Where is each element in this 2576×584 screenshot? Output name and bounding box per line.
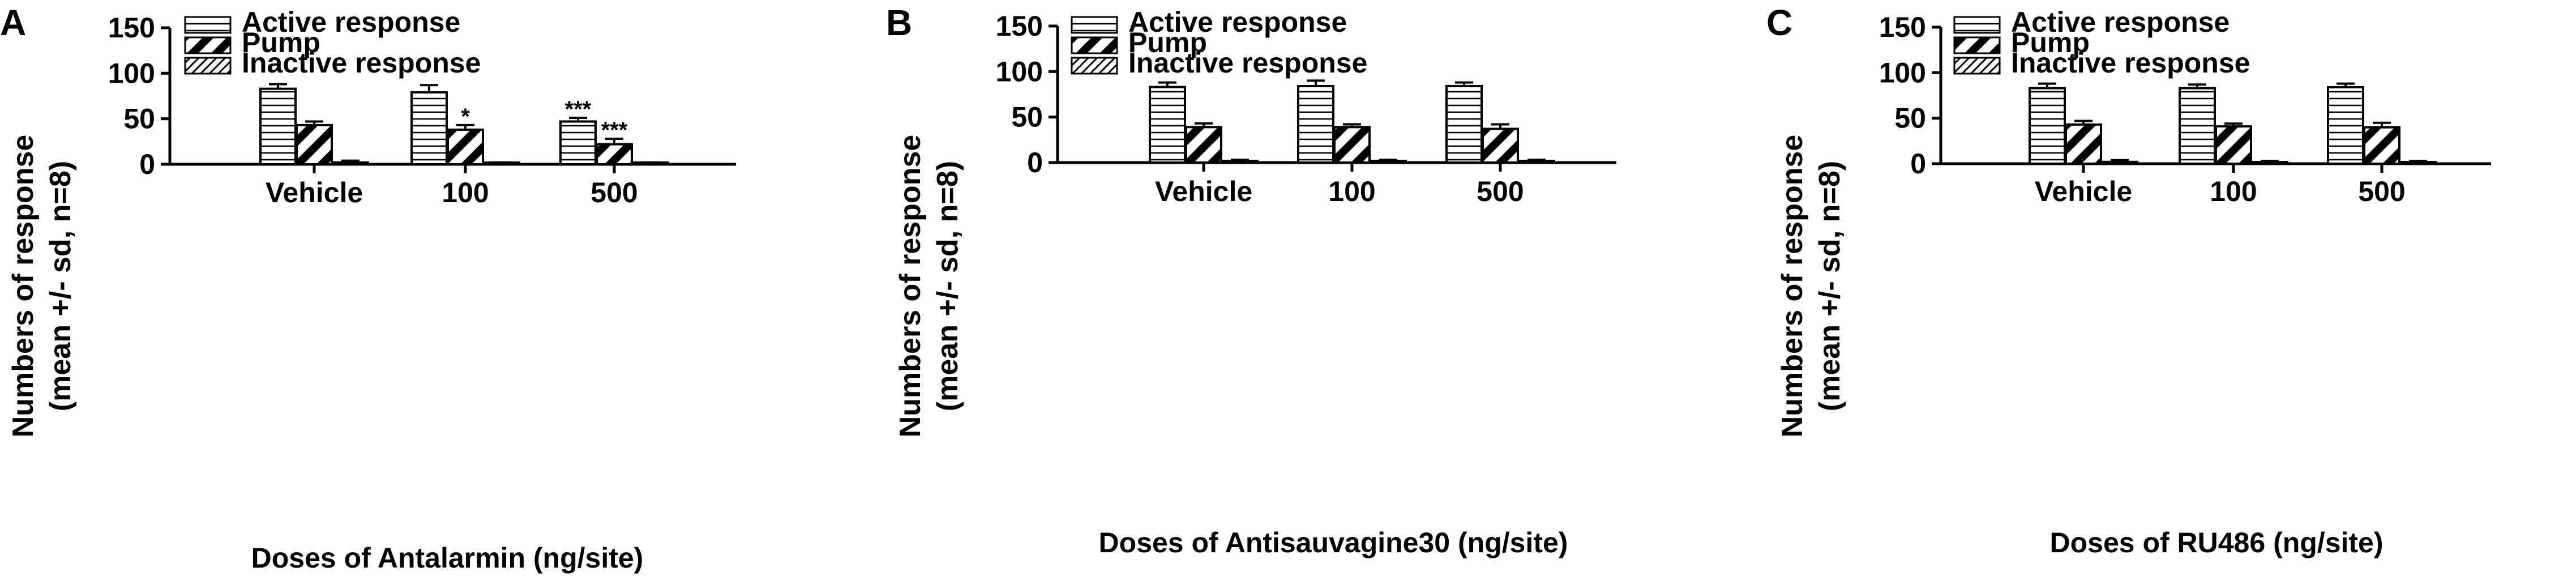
panel-a-bar [559, 120, 597, 165]
panel-c-legend-swatch [1953, 36, 2001, 54]
panel-c-legend-label: Inactive response [2011, 47, 2250, 79]
panel-b: B Numbers of response (mean +/- sd, n=8)… [886, 2, 1616, 559]
panel-b-ytick-label: 150 [996, 10, 1043, 42]
panel-c-ytick-label: 50 [1894, 103, 1926, 134]
panel-a-bar [332, 161, 369, 165]
panel-a-xtick-label: 500 [590, 177, 637, 208]
panel-b-bar [1333, 126, 1371, 164]
panel-c-bar [2363, 126, 2400, 165]
panel-a-ytick-label: 100 [108, 57, 155, 89]
panel-b-legend-label: Pump [1128, 27, 1207, 58]
panel-b-bar [1370, 160, 1407, 164]
panel-b-ylabel-line2: (mean +/- sd, n=8) [931, 161, 964, 411]
panel-c-bar [2179, 87, 2216, 165]
panel-letter-b: B [886, 2, 912, 43]
panel-a: A Numbers of response (mean +/- sd, n=8)… [0, 2, 736, 574]
panel-a-legend-label: Active response [242, 6, 460, 38]
panel-b-legend-swatch [1071, 36, 1118, 54]
panel-b-legend-label: Inactive response [1128, 47, 1367, 79]
panel-c-bar [2215, 125, 2252, 165]
panel-b-ylabel-line1: Numbers of response [894, 135, 927, 438]
panel-c-xtick-label: 100 [2210, 176, 2257, 207]
panel-b-ylabel: Numbers of response (mean +/- sd, n=8) [894, 135, 964, 438]
panel-c-legend-label: Active response [2011, 6, 2230, 38]
panel-b-legend-swatch [1071, 16, 1118, 34]
panel-c-xtick-label: 500 [2358, 176, 2405, 207]
panel-c-xtick-label: Vehicle [2035, 176, 2132, 207]
panel-c-bar [2251, 161, 2288, 165]
panel-c-bar [2101, 160, 2138, 165]
panel-letter-c: C [1766, 2, 1792, 43]
panel-b-xtick-label: 500 [1477, 176, 1524, 207]
panel-a-xlabel: Doses of Antalarmin (ng/site) [251, 542, 644, 574]
panel-b-xlabel: Doses of Antisauvagine30 (ng/site) [1099, 527, 1568, 559]
panel-c-ylabel: Numbers of response (mean +/- sd, n=8) [1776, 135, 1846, 438]
panel-a-bar [296, 123, 333, 165]
panel-b-bar [1221, 160, 1259, 164]
panel-c-legend-label: Pump [2011, 27, 2090, 58]
panel-c-ytick-label: 150 [1879, 11, 1926, 43]
panel-a-bar [259, 87, 297, 165]
panel-c-ylabel-line1: Numbers of response [1776, 135, 1809, 438]
panel-c-ylabel-line2: (mean +/- sd, n=8) [1813, 161, 1846, 411]
panel-b-legend-label: Active response [1128, 6, 1347, 38]
panel-a-xtick-label: Vehicle [266, 177, 363, 208]
panel-a-significance-label: *** [565, 97, 592, 122]
panel-c-ytick-label: 100 [1879, 57, 1926, 88]
panel-a-legend-label: Inactive response [242, 47, 481, 79]
panel-b-bar [1149, 86, 1186, 164]
panel-c-xlabel: Doses of RU486 (ng/site) [2049, 527, 2383, 559]
panel-c-plot: 0 50 100 150 Vehicle 100 500 Active responsePum… [1879, 6, 2491, 207]
panel-a-legend-swatch [184, 16, 232, 34]
panel-b-plot: 0 50 100 150 Vehicle 100 500 Active responsePum… [996, 6, 1616, 207]
panel-a-ylabel-line2: (mean +/- sd, n=8) [44, 161, 77, 411]
panel-a-significance-label: * [461, 104, 470, 129]
panel-a-ytick-label: 0 [139, 148, 155, 180]
panel-c-bar [2029, 87, 2066, 165]
panel-c-bar [2399, 161, 2437, 165]
panel-c-legend-swatch [1953, 57, 2001, 75]
panel-c-ytick-label: 0 [1910, 148, 1926, 180]
panel-a-ylabel-line1: Numbers of response [7, 135, 40, 438]
panel-a-legend-swatch [184, 36, 232, 54]
panel-c: C Numbers of response (mean +/- sd, n=8)… [1766, 2, 2491, 559]
panel-c-legend-swatch [1953, 16, 2001, 34]
panel-b-xtick-label: 100 [1328, 176, 1375, 207]
panel-b-bar [1518, 160, 1555, 164]
panel-b-xtick-label: Vehicle [1155, 176, 1252, 207]
panel-b-bar [1185, 126, 1222, 164]
panel-a-bar [410, 91, 448, 165]
panel-b-ytick-label: 100 [996, 56, 1043, 87]
panel-a-legend-swatch [184, 57, 232, 75]
panel-a-xtick-label: 100 [442, 177, 489, 208]
panel-b-ytick-label: 50 [1011, 101, 1043, 133]
panel-a-bar [596, 143, 633, 166]
panel-a-legend-label: Pump [242, 27, 320, 58]
panel-b-legend-swatch [1071, 57, 1118, 75]
panel-a-ylabel: Numbers of response (mean +/- sd, n=8) [7, 135, 77, 438]
panel-b-ytick-label: 0 [1027, 147, 1043, 178]
panel-a-ytick-label: 50 [123, 103, 155, 135]
panel-a-bar [447, 128, 484, 166]
panel-b-bar [1482, 127, 1519, 164]
panel-a-ytick-label: 150 [108, 12, 155, 44]
panel-c-bar [2065, 123, 2102, 165]
panel-b-bar [1445, 85, 1483, 164]
panel-c-bar [2327, 86, 2364, 165]
panel-a-significance-label: *** [601, 118, 628, 143]
panel-b-bar [1297, 85, 1334, 164]
panel-letter-a: A [0, 2, 26, 43]
